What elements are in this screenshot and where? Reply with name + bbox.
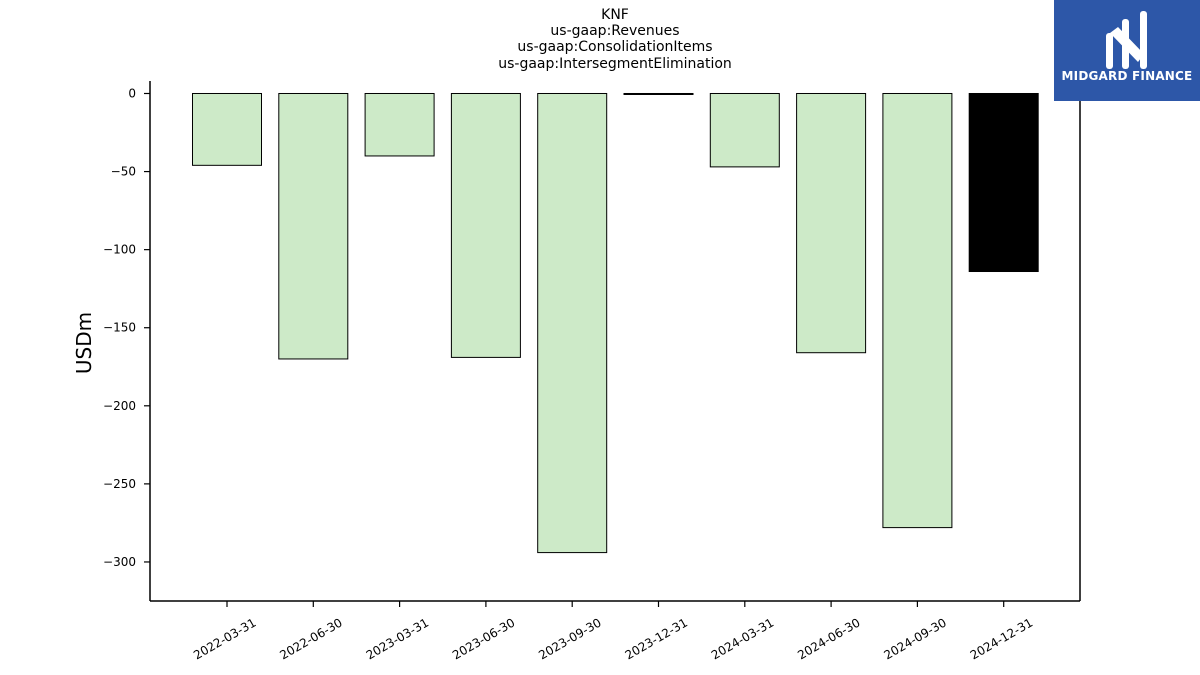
bar-2024-03-31 — [709, 92, 780, 168]
bars-group — [192, 92, 1039, 554]
bar-2023-06-30 — [450, 92, 521, 358]
y-tick-label: −300 — [103, 555, 136, 569]
bar-2024-09-30 — [882, 92, 953, 529]
midgard-logo-icon — [1106, 11, 1147, 69]
y-tick-label: −250 — [103, 477, 136, 491]
x-tick-label: 2023-06-30 — [450, 615, 517, 662]
chart-title-line-4: us-gaap:IntersegmentElimination — [498, 56, 732, 72]
x-tick-label: 2022-03-31 — [191, 615, 258, 662]
x-tick-label: 2023-09-30 — [536, 615, 603, 662]
bar-2023-03-31 — [364, 92, 435, 157]
y-tick-label: 0 — [128, 86, 136, 100]
bar-2023-12-31 — [623, 92, 694, 95]
x-tick-label: 2024-09-30 — [881, 615, 948, 662]
y-axis-label: USDm — [72, 312, 96, 374]
y-tick-label: −150 — [103, 321, 136, 335]
x-tick-label: 2023-12-31 — [623, 615, 690, 662]
logo-text: MIDGARD FINANCE — [1061, 69, 1193, 83]
chart-title-line-2: us-gaap:Revenues — [550, 23, 680, 39]
bar-2023-09-30 — [537, 92, 608, 554]
x-tick-label: 2022-06-30 — [277, 615, 344, 662]
chart-title-line-3: us-gaap:ConsolidationItems — [517, 39, 713, 55]
brand-logo: MIDGARD FINANCE — [1054, 0, 1200, 101]
y-tick-label: −100 — [103, 243, 136, 257]
x-tick-label: 2024-06-30 — [795, 615, 862, 662]
x-tick-label: 2023-03-31 — [364, 615, 431, 662]
bar-2022-03-31 — [192, 92, 262, 166]
bar-2024-06-30 — [796, 92, 867, 354]
bar-2024-12-31 — [968, 92, 1039, 273]
x-tick-label: 2024-03-31 — [709, 615, 776, 662]
x-tick-label: 2024-12-31 — [968, 615, 1035, 662]
bar-2022-06-30 — [278, 92, 349, 360]
y-tick-label: −50 — [111, 165, 136, 179]
chart-title-line-1: KNF — [601, 7, 629, 23]
y-tick-label: −200 — [103, 399, 136, 413]
